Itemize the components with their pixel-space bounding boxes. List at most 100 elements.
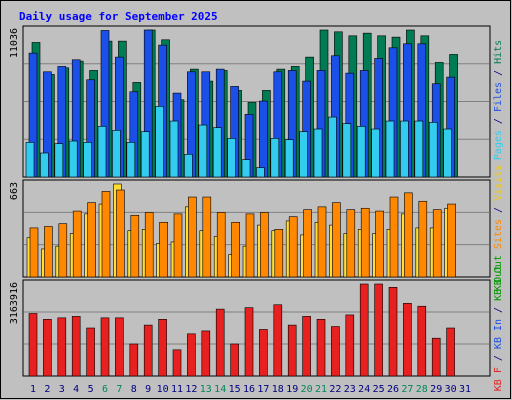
x-tick-label: 7 <box>116 384 122 395</box>
bar-sites <box>375 210 384 278</box>
bar-sites <box>274 229 284 278</box>
bar-kb-f <box>259 329 268 377</box>
bar-pages <box>54 143 64 178</box>
bar-sites <box>303 209 312 278</box>
bar-sites <box>346 209 356 278</box>
chart-title: Daily usage for September 2025 <box>19 10 218 23</box>
bar-kb-f <box>100 317 110 377</box>
bar-pages <box>40 152 49 178</box>
bar-kb-f <box>129 343 139 377</box>
x-tick-label: 24 <box>358 384 370 395</box>
bar-kb-f <box>446 327 455 377</box>
x-tick-label: 16 <box>243 384 255 395</box>
legend-entry: / <box>493 64 504 82</box>
bar-pages <box>169 120 179 178</box>
legend-entry: Pages <box>493 130 504 160</box>
legend-entry: / <box>493 301 504 319</box>
bar-pages <box>400 120 409 178</box>
x-tick-label: 11 <box>171 384 183 395</box>
legend-entry: / <box>493 349 504 367</box>
x-tick-label: 5 <box>88 384 94 395</box>
bar-sites <box>432 209 442 278</box>
bar-kb-f <box>345 314 355 377</box>
x-tick-label: 18 <box>272 384 284 395</box>
bar-pages <box>385 120 395 178</box>
bar-kb-f <box>201 330 211 377</box>
x-tick-label: 15 <box>229 384 241 395</box>
bar-sites <box>216 212 226 278</box>
bar-pages <box>256 167 265 178</box>
bar-kb-f <box>187 333 196 377</box>
bar-sites <box>332 202 341 278</box>
bar-pages <box>126 142 136 178</box>
y-max-label: 11036 <box>9 28 20 58</box>
bar-pages <box>212 127 222 178</box>
bar-pages <box>356 126 366 178</box>
bar-sites <box>447 203 456 278</box>
bar-sites <box>29 227 39 278</box>
series-legend: Pages / Files / Hits <box>493 40 504 160</box>
bar-sites <box>130 214 140 278</box>
x-tick-label: 20 <box>301 384 313 395</box>
bar-sites <box>231 221 240 278</box>
panel-1: 11036 Pages / Files / Hits <box>9 25 504 178</box>
bar-kb-f <box>403 303 412 377</box>
series-legend: KB Out Sites / Visits <box>493 165 504 291</box>
bar-sites <box>44 226 53 278</box>
bar-sites <box>360 207 370 278</box>
legend-entry: Hits <box>493 40 504 64</box>
bar-sites <box>144 212 154 278</box>
bar-pages <box>284 139 294 178</box>
bar-kb-f <box>71 316 81 377</box>
bar-kb-f <box>302 316 311 377</box>
legend-entry: Visits <box>493 165 504 201</box>
x-tick-label: 19 <box>286 384 298 395</box>
bar-sites <box>317 206 327 278</box>
bar-kb-f <box>417 305 427 377</box>
x-tick-label: 8 <box>131 384 137 395</box>
legend-entry: Files <box>493 82 504 112</box>
y-max-label: 3163916 <box>9 282 20 324</box>
bar-pages <box>371 128 380 178</box>
x-tick-label: 4 <box>73 384 79 395</box>
bar-sites <box>245 213 255 278</box>
bar-sites <box>58 223 68 278</box>
bar-sites <box>288 216 298 278</box>
bar-sites <box>173 213 183 278</box>
legend-entry: KB F <box>493 367 504 391</box>
bar-kb-f <box>86 327 95 377</box>
bar-kb-f <box>431 337 441 377</box>
bar-kb-f <box>273 304 283 377</box>
legend-entry: Sites <box>493 219 504 249</box>
x-tick-label: 3 <box>59 384 65 395</box>
x-tick-label: 17 <box>257 384 269 395</box>
bar-sites <box>87 202 96 278</box>
bar-pages <box>443 128 452 178</box>
bar-sites <box>101 191 111 278</box>
bar-pages <box>241 159 251 178</box>
x-tick-label: 12 <box>185 384 197 395</box>
bar-kb-f <box>115 317 124 377</box>
bar-pages <box>328 116 337 178</box>
x-tick-label: 14 <box>214 384 226 395</box>
bar-pages <box>112 130 121 178</box>
bar-kb-f <box>331 326 340 377</box>
panel-3: 3163916 KB F / KB In / KB Out <box>9 265 504 391</box>
bar-pages <box>313 128 323 178</box>
bar-files <box>259 100 268 178</box>
bar-pages <box>342 123 352 178</box>
bar-kb-f <box>374 283 383 377</box>
bar-sites <box>72 210 82 278</box>
legend-entry: KB Out <box>493 255 504 291</box>
legend-entry: / <box>493 112 504 130</box>
x-tick-label: 22 <box>329 384 341 395</box>
bar-sites <box>404 192 413 278</box>
x-tick-label: 25 <box>373 384 385 395</box>
bar-sites <box>159 221 168 278</box>
x-tick-label: 26 <box>387 384 399 395</box>
x-tick-label: 13 <box>200 384 212 395</box>
x-tick-label: 28 <box>416 384 428 395</box>
bar-pages <box>227 138 236 178</box>
